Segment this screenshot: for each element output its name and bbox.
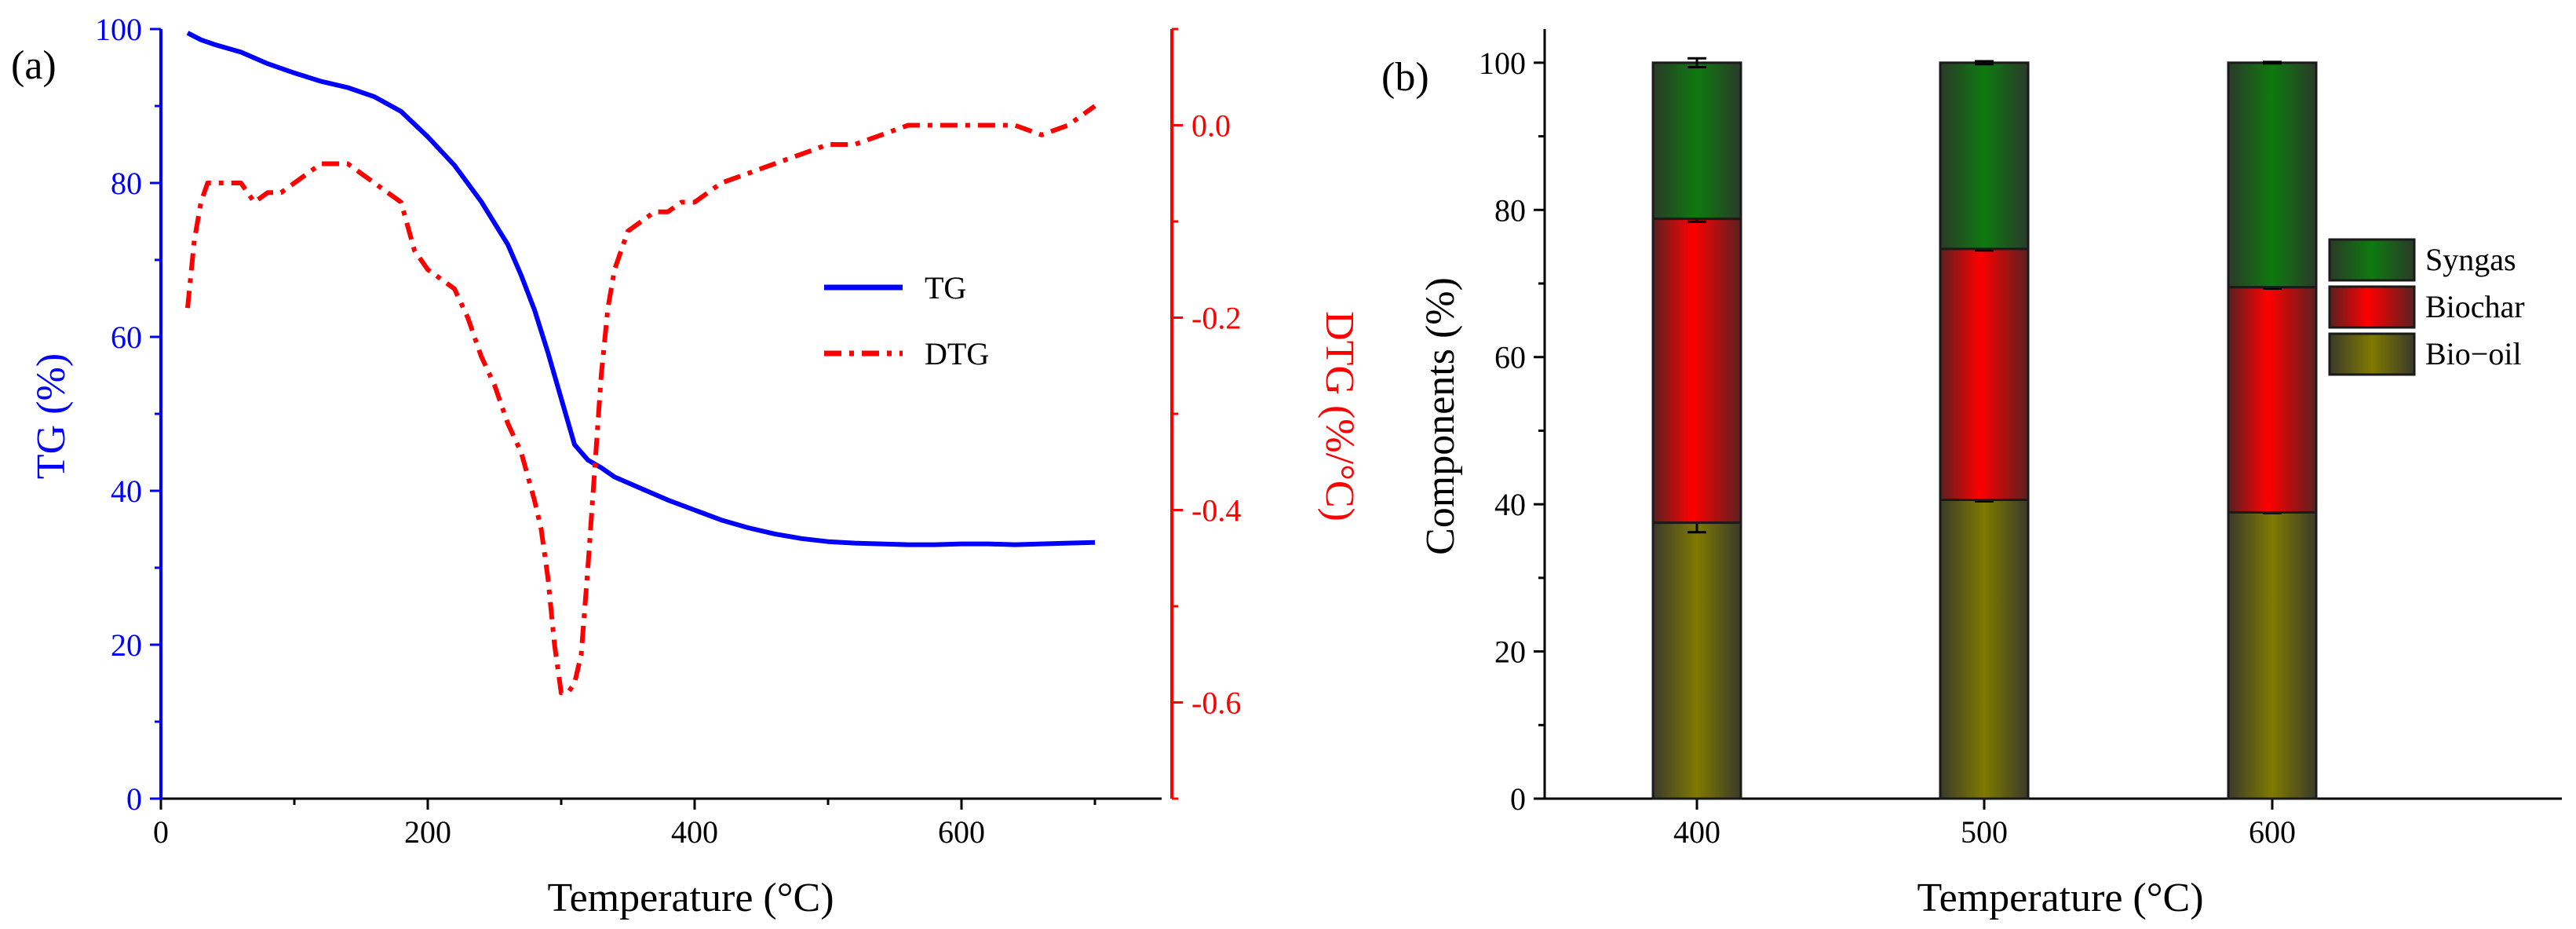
panel-a-left-y-axis-title: TG (%) xyxy=(29,353,74,479)
legend-biooil-label: Bio−oil xyxy=(2425,336,2522,371)
panel-b-y-tick-label: 40 xyxy=(1494,487,1526,522)
panel-b-x-tick-label: 500 xyxy=(1961,814,2008,850)
panel-b-y-tick-label: 80 xyxy=(1494,192,1526,228)
panel-b-x-ticks: 400 500 600 xyxy=(1673,799,2296,850)
panel-a-tg-dtg-chart: (a) 0 200 400 600 0 20 40 60 80 100 -0.6 -0.4 -0.2… xyxy=(11,12,1362,920)
legend-biochar-label: Biochar xyxy=(2425,289,2525,324)
panel-b-legend: Syngas Biochar Bio−oil xyxy=(2328,238,2525,376)
panel-a-series xyxy=(185,31,1096,696)
bar-syngas-500 xyxy=(1939,61,2030,251)
panel-b-x-tick-label: 600 xyxy=(2249,814,2296,850)
panel-a-right-y-axis-title: DTG (%/°C) xyxy=(1317,311,1362,521)
panel-a-right-y-tick-label: -0.4 xyxy=(1191,493,1241,529)
bar-biochar-600 xyxy=(2227,286,2318,514)
legend-biooil-swatch xyxy=(2328,332,2416,376)
panel-a-legend: TG DTG xyxy=(824,270,989,371)
panel-a-left-y-tick-label: 40 xyxy=(111,474,142,509)
panel-a-x-axis-title: Temperature (°C) xyxy=(547,876,834,920)
legend-dtg-label: DTG xyxy=(925,336,989,371)
panel-b-label: (b) xyxy=(1381,55,1429,100)
legend-tg-label: TG xyxy=(925,270,966,305)
panel-a-left-y-tick-label: 20 xyxy=(111,627,142,663)
panel-b-y-axis-title: Components (%) xyxy=(1418,277,1463,555)
panel-a-series-dtg-line xyxy=(185,104,1096,696)
panel-b-y-tick-label: 0 xyxy=(1510,781,1526,817)
panel-b-x-axis-title: Temperature (°C) xyxy=(1917,876,2203,920)
panel-a-left-y-ticks: 0 20 40 60 80 100 xyxy=(95,12,161,817)
bar-syngas-600 xyxy=(2227,61,2318,289)
panel-a-x-tick-label: 0 xyxy=(153,814,169,850)
panel-b-y-tick-label: 100 xyxy=(1479,46,1526,81)
panel-a-right-y-ticks: -0.6 -0.4 -0.2 0.0 xyxy=(1172,27,1241,800)
panel-a-left-y-tick-label: 80 xyxy=(111,166,142,201)
panel-a-left-y-tick-label: 100 xyxy=(95,12,142,47)
panel-a-x-tick-label: 400 xyxy=(671,814,718,850)
legend-biochar-swatch xyxy=(2328,285,2416,329)
panel-a-right-y-tick-label: -0.6 xyxy=(1191,686,1241,721)
bar-biooil-400 xyxy=(1651,521,1742,800)
panel-a-x-tick-label: 200 xyxy=(404,814,451,850)
panel-a-right-y-tick-label: -0.2 xyxy=(1191,301,1241,336)
legend-syngas-swatch xyxy=(2328,238,2416,282)
panel-b-y-tick-label: 20 xyxy=(1494,635,1526,670)
panel-b-x-tick-label: 400 xyxy=(1673,814,1720,850)
panel-b-y-tick-label: 60 xyxy=(1494,340,1526,375)
panel-b-y-ticks: 0 20 40 60 80 100 xyxy=(1479,46,1545,817)
panel-b-bars xyxy=(1651,57,2318,800)
panel-a-x-tick-label: 600 xyxy=(938,814,985,850)
panel-a-axes xyxy=(159,29,1173,800)
panel-a-x-ticks: 0 200 400 600 xyxy=(153,799,1096,850)
panel-a-label: (a) xyxy=(11,43,57,88)
panel-b-product-distribution-chart: (b) 0 20 40 60 80 100 400 500 600 Temperature (… xyxy=(1381,29,2562,920)
panel-a-right-y-tick-label: 0.0 xyxy=(1191,108,1231,144)
bar-biooil-500 xyxy=(1939,499,2030,800)
bar-biochar-500 xyxy=(1939,247,2030,502)
panel-a-left-y-tick-label: 0 xyxy=(126,781,142,817)
bar-syngas-400 xyxy=(1651,61,1742,221)
bar-biochar-400 xyxy=(1651,218,1742,525)
panel-a-left-y-tick-label: 60 xyxy=(111,320,142,355)
legend-syngas-label: Syngas xyxy=(2425,242,2516,277)
bar-biooil-600 xyxy=(2227,510,2318,800)
